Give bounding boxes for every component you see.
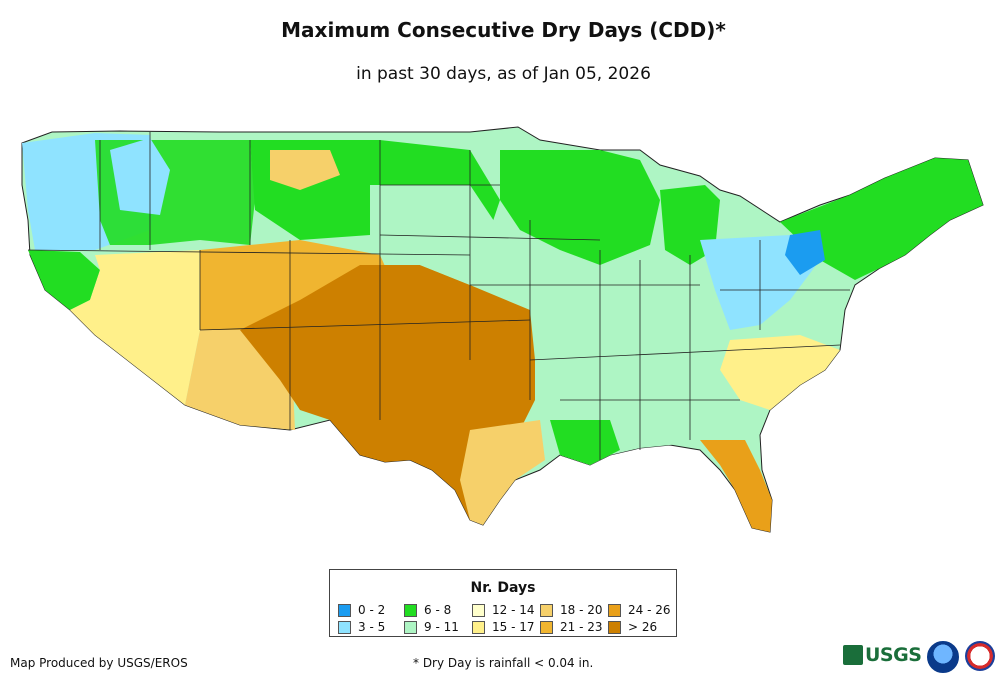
legend-swatch — [338, 603, 351, 617]
legend-label: 6 - 8 — [424, 603, 452, 617]
cdd-region-carolinas — [720, 335, 840, 410]
legend-label: 21 - 23 — [560, 620, 603, 634]
state-borders — [27, 132, 850, 460]
legend-label: 15 - 17 — [492, 620, 535, 634]
cdd-region-northeast — [780, 158, 983, 280]
legend-title: Nr. Days — [470, 580, 536, 596]
legend-item: 0 - 2 — [338, 603, 404, 617]
usgs-logo-text: USGS — [865, 644, 922, 666]
cdd-region-upper-midwest — [500, 150, 660, 265]
legend-swatch — [404, 603, 417, 617]
legend-swatch — [472, 620, 485, 634]
legend-item: 6 - 8 — [404, 603, 472, 617]
legend-swatch — [540, 620, 553, 634]
cdd-region-california-coast — [28, 250, 100, 310]
legend-swatch — [608, 620, 621, 634]
cdd-region-central-plains — [370, 185, 500, 285]
legend-item: 12 - 14 — [472, 603, 540, 617]
legend-item: > 26 — [608, 620, 678, 634]
cdd-region-florida — [700, 440, 772, 532]
legend-swatch — [404, 620, 417, 634]
legend-label: 18 - 20 — [560, 603, 603, 617]
credit-text: Map Produced by USGS/EROS — [10, 656, 188, 670]
cdd-region-great-basin — [70, 250, 200, 405]
cdd-region-pa-blue — [785, 230, 825, 275]
legend-item: 3 - 5 — [338, 620, 404, 634]
legend-swatch — [608, 603, 621, 617]
cdd-region-montana-dry — [270, 150, 340, 190]
legend-swatch — [338, 620, 351, 634]
cdd-map — [21, 126, 984, 533]
agency-logos: USGS — [843, 638, 1003, 678]
legend-label: 3 - 5 — [358, 620, 386, 634]
cdd-region-southern-plains — [240, 265, 535, 520]
cdd-region-gulf-coast-green — [550, 420, 620, 465]
legend: Nr. Days 0 - 2 6 - 8 12 - 14 18 - 20 24 … — [329, 569, 677, 637]
legend-item: 18 - 20 — [540, 603, 608, 617]
legend-item: 21 - 23 — [540, 620, 608, 634]
cdd-region-texas-coast — [460, 420, 545, 525]
legend-label: 0 - 2 — [358, 603, 386, 617]
legend-grid: 0 - 2 6 - 8 12 - 14 18 - 20 24 - 26 3 - … — [338, 603, 678, 634]
map-subtitle: in past 30 days, as of Jan 05, 2026 — [356, 64, 651, 84]
legend-swatch — [540, 603, 553, 617]
usgs-wave-icon — [843, 645, 863, 665]
usgs-logo: USGS — [843, 644, 922, 666]
legend-label: > 26 — [628, 620, 658, 634]
legend-swatch — [472, 603, 485, 617]
footnote-text: * Dry Day is rainfall < 0.04 in. — [413, 656, 594, 670]
legend-label: 12 - 14 — [492, 603, 535, 617]
cdd-region-idaho-blue — [110, 138, 170, 215]
legend-item: 15 - 17 — [472, 620, 540, 634]
legend-label: 9 - 11 — [424, 620, 459, 634]
noaa-logo-icon — [927, 641, 959, 673]
nws-logo-icon — [965, 641, 995, 671]
legend-item: 24 - 26 — [608, 603, 678, 617]
legend-label: 24 - 26 — [628, 603, 671, 617]
legend-item: 9 - 11 — [404, 620, 472, 634]
map-title: Maximum Consecutive Dry Days (CDD)* — [281, 18, 726, 42]
